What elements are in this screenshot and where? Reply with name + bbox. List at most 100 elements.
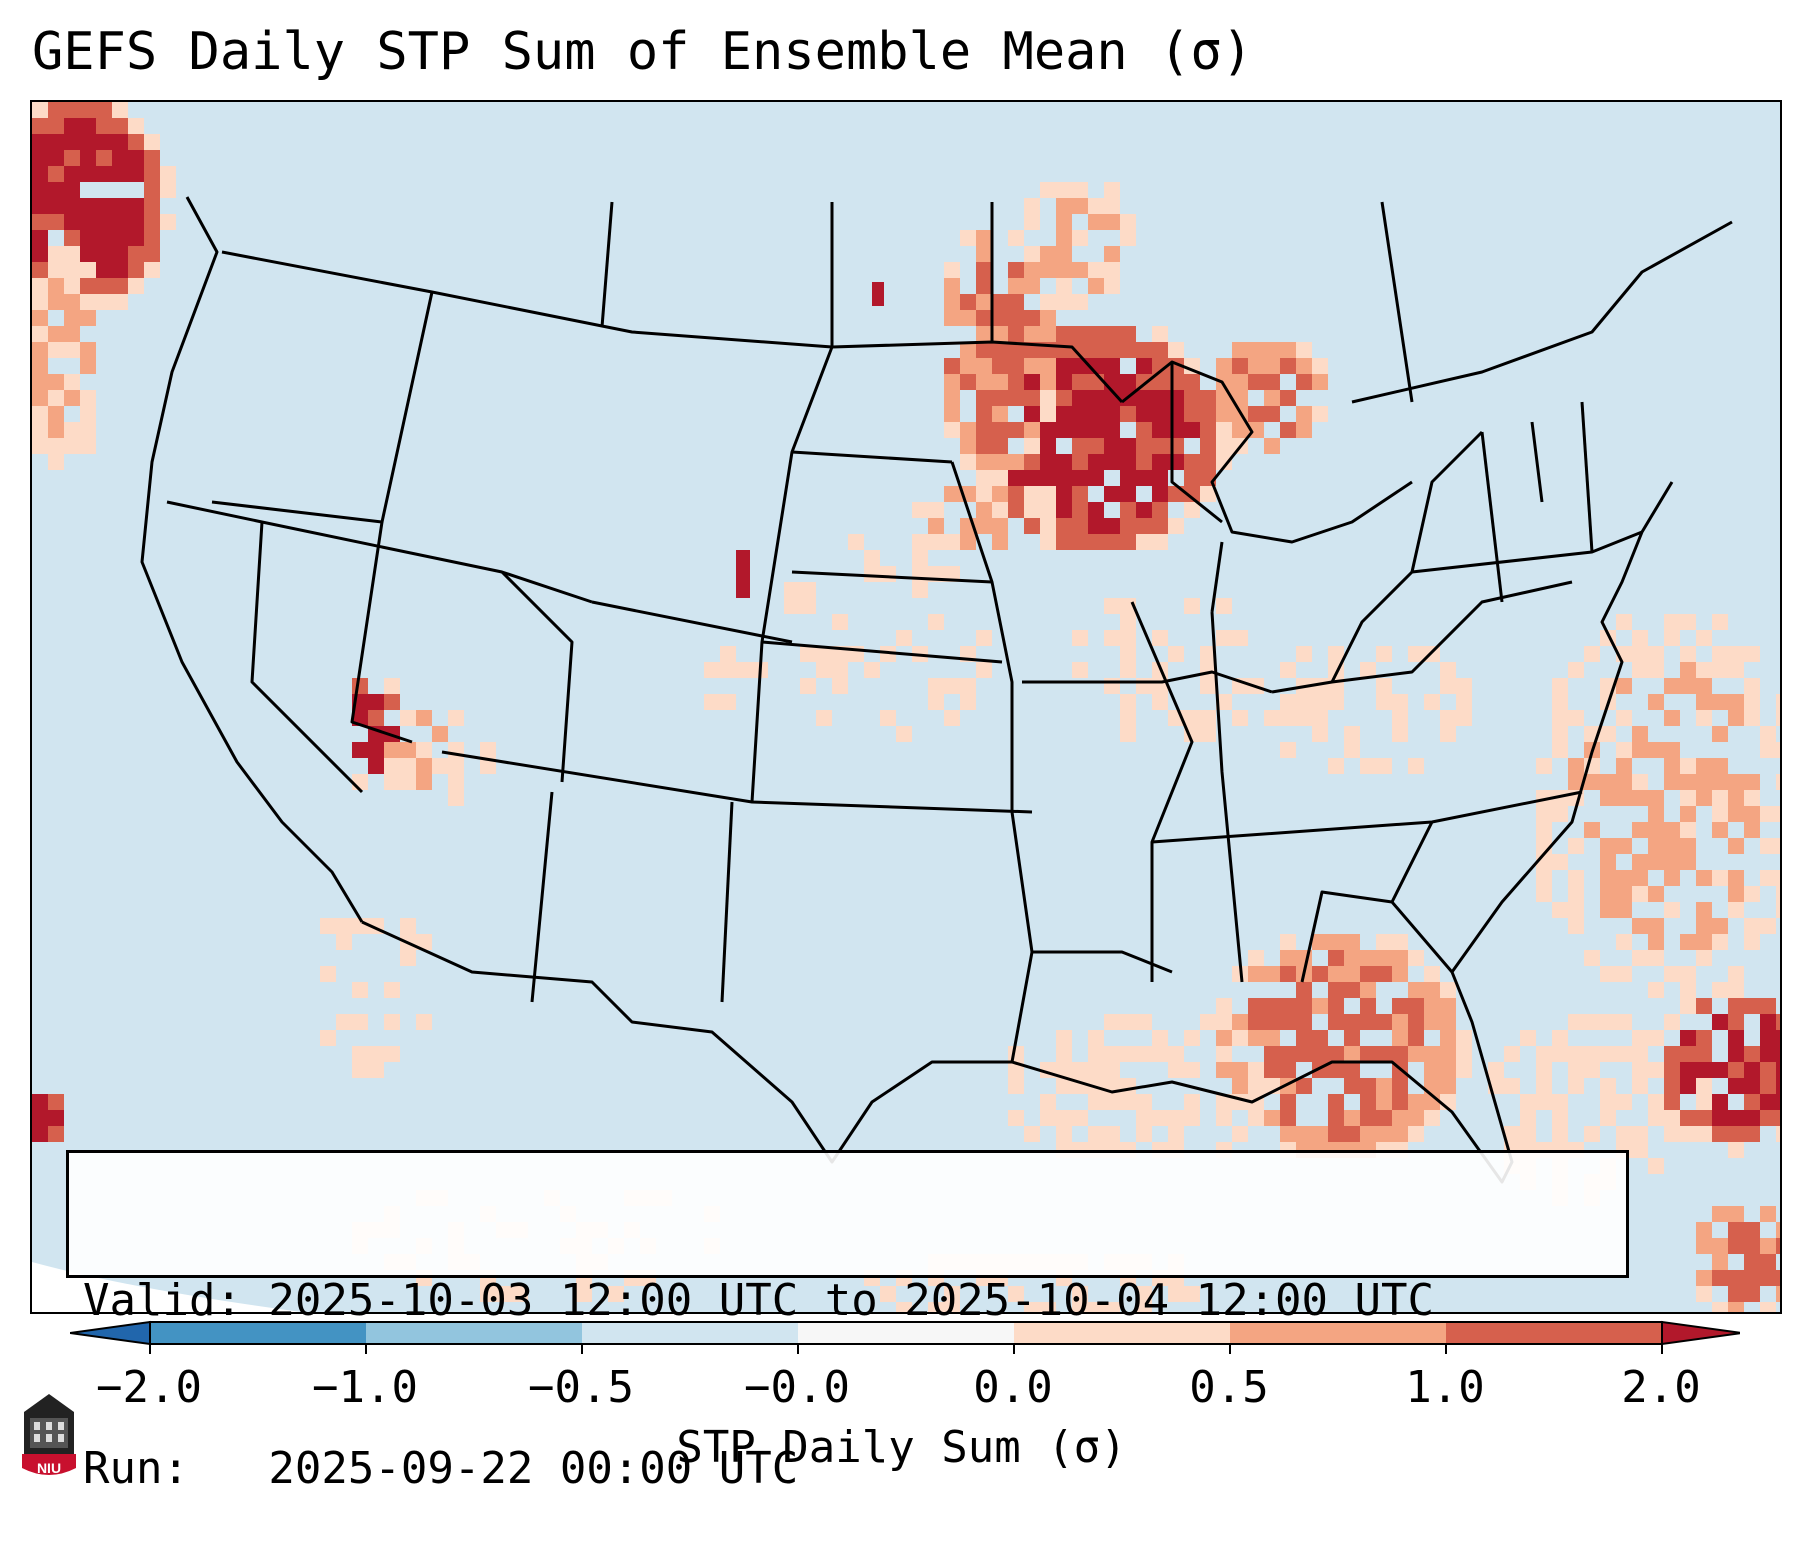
anomaly-cell bbox=[1024, 518, 1040, 534]
anomaly-cell bbox=[1024, 486, 1040, 502]
anomaly-cell bbox=[1392, 726, 1408, 742]
anomaly-cell bbox=[1040, 310, 1056, 326]
anomaly-cell bbox=[1072, 470, 1088, 486]
anomaly-cell bbox=[1632, 630, 1648, 646]
anomaly-cell bbox=[1184, 486, 1200, 502]
anomaly-cell bbox=[1552, 678, 1568, 694]
anomaly-cell bbox=[1696, 1238, 1712, 1254]
anomaly-cell bbox=[96, 278, 112, 294]
anomaly-cell bbox=[1312, 374, 1328, 390]
anomaly-cell bbox=[1088, 1094, 1104, 1110]
anomaly-cell bbox=[1616, 902, 1632, 918]
anomaly-cell bbox=[128, 246, 144, 262]
anomaly-cell bbox=[1760, 726, 1776, 742]
anomaly-cell bbox=[1152, 454, 1168, 470]
anomaly-cell bbox=[1616, 758, 1632, 774]
anomaly-cell bbox=[1104, 214, 1120, 230]
anomaly-cell bbox=[1648, 1030, 1664, 1046]
anomaly-cell bbox=[320, 966, 336, 982]
anomaly-cell bbox=[864, 662, 880, 678]
boundary-line bbox=[600, 201, 614, 328]
anomaly-cell bbox=[1056, 1030, 1072, 1046]
anomaly-cell bbox=[1088, 502, 1104, 518]
anomaly-cell bbox=[1104, 374, 1120, 390]
anomaly-cell bbox=[384, 694, 400, 710]
anomaly-cell bbox=[128, 118, 144, 134]
anomaly-cell bbox=[1712, 1110, 1728, 1126]
anomaly-cell bbox=[1696, 950, 1712, 966]
anomaly-cell bbox=[1056, 486, 1072, 502]
anomaly-cell bbox=[112, 102, 128, 118]
anomaly-cell bbox=[1184, 710, 1200, 726]
anomaly-cell bbox=[1296, 694, 1312, 710]
anomaly-cell bbox=[1584, 1014, 1600, 1030]
anomaly-cell bbox=[1136, 470, 1152, 486]
anomaly-cell bbox=[1008, 486, 1024, 502]
anomaly-cell bbox=[1088, 1046, 1104, 1062]
anomaly-cell bbox=[1008, 1062, 1024, 1078]
valid-line: Valid: 2025-10-03 12:00 UTC to 2025-10-0… bbox=[83, 1275, 1435, 1326]
anomaly-cell bbox=[976, 246, 992, 262]
anomaly-cell bbox=[48, 1126, 64, 1142]
anomaly-cell bbox=[1568, 662, 1584, 678]
anomaly-cell bbox=[1136, 1286, 1152, 1302]
anomaly-cell bbox=[1008, 1110, 1024, 1126]
anomaly-cell bbox=[1600, 1046, 1616, 1062]
anomaly-cell bbox=[1664, 1126, 1680, 1142]
anomaly-cell bbox=[1104, 454, 1120, 470]
anomaly-cell bbox=[1248, 406, 1264, 422]
anomaly-cell bbox=[1376, 1094, 1392, 1110]
anomaly-cell bbox=[1072, 390, 1088, 406]
anomaly-cell bbox=[800, 646, 816, 662]
anomaly-cell bbox=[1552, 694, 1568, 710]
anomaly-cell bbox=[1264, 390, 1280, 406]
colorbar bbox=[70, 1320, 1740, 1354]
anomaly-cell bbox=[96, 150, 112, 166]
anomaly-cell bbox=[1664, 1014, 1680, 1030]
anomaly-cell bbox=[1184, 454, 1200, 470]
anomaly-cell bbox=[1120, 326, 1136, 342]
anomaly-cell bbox=[1200, 646, 1216, 662]
anomaly-cell bbox=[1136, 518, 1152, 534]
anomaly-cell bbox=[1696, 678, 1712, 694]
anomaly-cell bbox=[1088, 342, 1104, 358]
anomaly-cell bbox=[1776, 1126, 1780, 1142]
anomaly-cell bbox=[336, 934, 352, 950]
anomaly-cell bbox=[1280, 1014, 1296, 1030]
anomaly-cell bbox=[80, 294, 96, 310]
anomaly-cell bbox=[32, 118, 48, 134]
anomaly-cell bbox=[1200, 406, 1216, 422]
anomaly-cell bbox=[720, 662, 736, 678]
anomaly-cell bbox=[1152, 694, 1168, 710]
anomaly-cell bbox=[1424, 966, 1440, 982]
anomaly-cell bbox=[1168, 1126, 1184, 1142]
anomaly-cell bbox=[1376, 1014, 1392, 1030]
boundary-line bbox=[1032, 950, 1173, 974]
anomaly-cell bbox=[1696, 1046, 1712, 1062]
anomaly-cell bbox=[1216, 1030, 1232, 1046]
anomaly-cell bbox=[48, 166, 64, 182]
anomaly-cell bbox=[1712, 1126, 1728, 1142]
anomaly-cell bbox=[960, 342, 976, 358]
boundary-line bbox=[1351, 220, 1733, 404]
anomaly-cell bbox=[1120, 646, 1136, 662]
anomaly-cell bbox=[1376, 758, 1392, 774]
anomaly-cell bbox=[1296, 406, 1312, 422]
anomaly-cell bbox=[1232, 390, 1248, 406]
anomaly-cell bbox=[976, 230, 992, 246]
boundary-line bbox=[1210, 541, 1224, 613]
anomaly-cell bbox=[1168, 374, 1184, 390]
anomaly-cell bbox=[1680, 934, 1696, 950]
anomaly-cell bbox=[1408, 1126, 1424, 1142]
anomaly-cell bbox=[800, 598, 816, 614]
anomaly-cell bbox=[1728, 838, 1744, 854]
anomaly-cell bbox=[1552, 1030, 1568, 1046]
anomaly-cell bbox=[368, 710, 384, 726]
anomaly-cell bbox=[1104, 518, 1120, 534]
anomaly-cell bbox=[1200, 726, 1216, 742]
anomaly-cell bbox=[1072, 502, 1088, 518]
anomaly-cell bbox=[1392, 950, 1408, 966]
anomaly-cell bbox=[1056, 342, 1072, 358]
anomaly-cell bbox=[1152, 326, 1168, 342]
anomaly-cell bbox=[144, 134, 160, 150]
